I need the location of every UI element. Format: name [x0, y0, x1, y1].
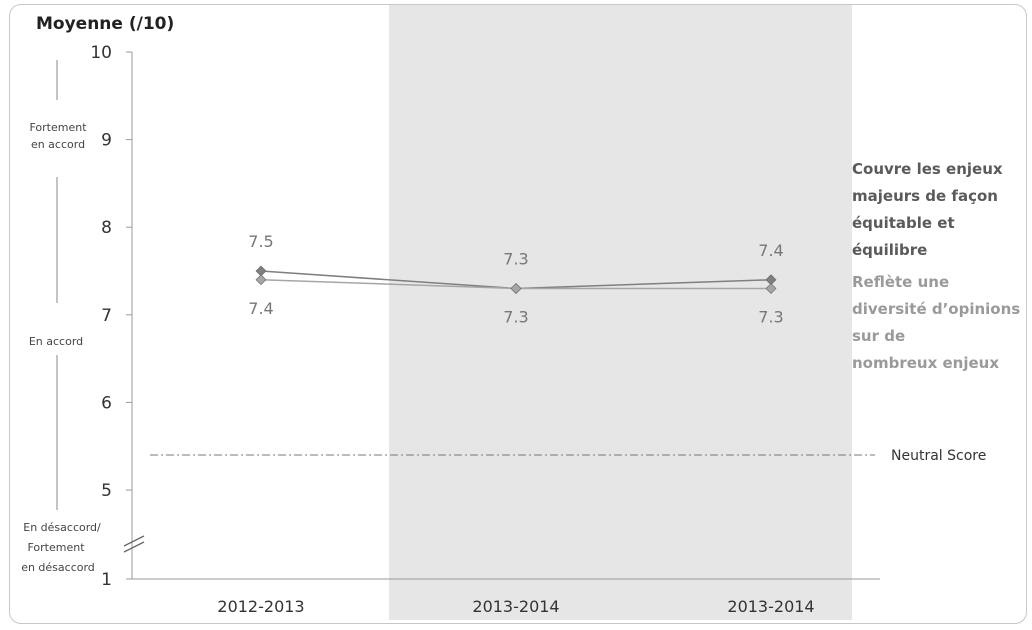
y-tick-label: 1 — [101, 570, 112, 590]
y-tick-label: 7 — [101, 306, 112, 326]
series-2-point — [765, 283, 777, 294]
series-1-data-label: 7.4 — [758, 241, 783, 260]
x-ticks: 2012-2013 2013-2014 2013-2014 — [217, 597, 814, 616]
axis-break — [123, 535, 145, 553]
x-tick-label: 2013-2014 — [472, 597, 559, 616]
y-tick-label: 6 — [101, 393, 112, 413]
series-layer: 7.5 7.3 7.4 7.4 7.3 7.3 — [248, 232, 783, 327]
series-2-data-label: 7.3 — [503, 308, 528, 327]
y-tick-label: 5 — [101, 481, 112, 501]
x-tick-label: 2013-2014 — [727, 597, 814, 616]
legend: Couvre les enjeux majeurs de façon équit… — [852, 160, 1025, 372]
neutral-score-label: Neutral Score — [891, 448, 986, 464]
legend-series-1: Couvre les enjeux majeurs de façon équit… — [852, 160, 1008, 259]
band-label-disagree-1: En désaccord/ — [23, 521, 101, 534]
band-label-agree: En accord — [29, 335, 83, 348]
legend-series-2: Reflète une diversité d’opinions sur de … — [852, 273, 1025, 372]
y-ticks: 10 9 8 7 6 5 1 — [90, 43, 132, 590]
series-1-data-label: 7.5 — [248, 232, 273, 251]
series-2-point — [255, 274, 267, 286]
y-band-labels: Fortement en accord En accord En désacco… — [21, 60, 101, 574]
band-label-disagree-2: Fortement — [27, 541, 85, 554]
y-tick-label: 8 — [101, 218, 112, 238]
series-2-data-label: 7.4 — [248, 299, 273, 318]
band-label-strong-agree-2: en accord — [31, 138, 85, 151]
series-1-data-label: 7.3 — [503, 250, 528, 269]
series-2-data-label: 7.3 — [758, 308, 783, 327]
x-tick-label: 2012-2013 — [217, 597, 304, 616]
shaded-region — [389, 5, 852, 620]
y-tick-label: 9 — [101, 131, 112, 151]
band-label-disagree-3: en désaccord — [21, 561, 95, 574]
series-2-point — [510, 283, 522, 294]
band-label-strong-agree-1: Fortement — [29, 121, 87, 134]
y-tick-label: 10 — [90, 43, 112, 63]
chart-title: Moyenne (/10) — [36, 14, 174, 34]
